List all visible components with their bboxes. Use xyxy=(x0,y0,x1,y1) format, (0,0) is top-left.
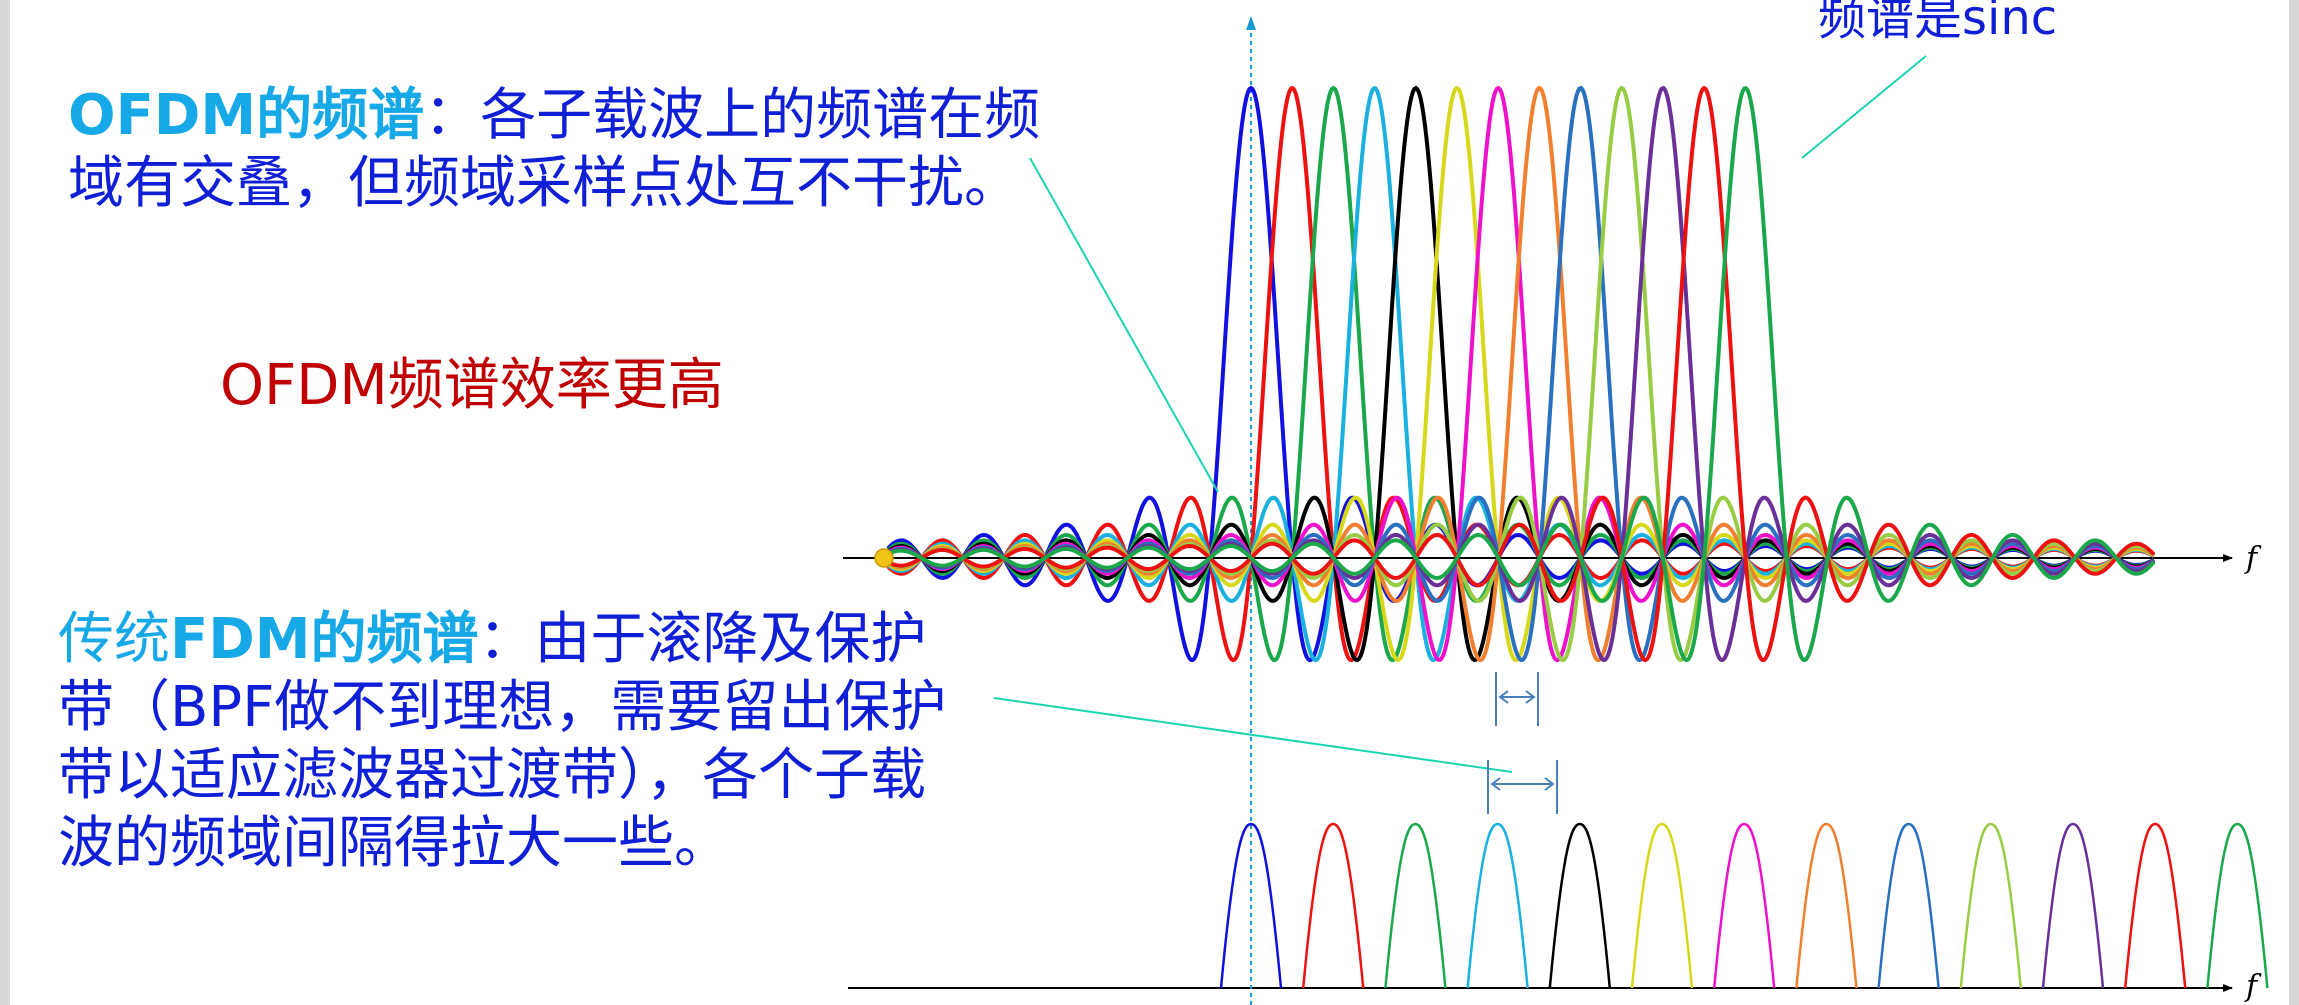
fdm-description: 传统FDM的频谱：由于滚降及保护 带（BPF做不到理想，需要留出保护 带以适应滤… xyxy=(58,606,946,878)
fdm-subcarrier-13 xyxy=(2206,822,2269,989)
ofdm-subcarrier-spectra xyxy=(886,85,2156,663)
origin-dot xyxy=(874,548,894,568)
ofdm-title: OFDM的频谱 xyxy=(68,83,425,148)
fdm-subcarrier-1 xyxy=(1219,822,1283,989)
fdm-line2-part-c: 做不到理想，需要留出保护 xyxy=(274,675,947,740)
fdm-subcarrier-5 xyxy=(1548,822,1612,989)
ofdm-pointer-line xyxy=(1029,157,1219,493)
sinc-note: 频谱是sinc xyxy=(1818,0,2058,46)
fdm-subcarrier-10 xyxy=(1959,822,2023,989)
fdm-description-line-3: 带以适应滤波器过渡带），各个子载 xyxy=(58,743,926,808)
ofdm-description-line-1: OFDM的频谱：各子载波上的频谱在频 xyxy=(68,82,1040,150)
fdm-prefix: 传统 xyxy=(58,607,170,672)
ofdm-subcarrier-13 xyxy=(887,86,2156,663)
fdm-subcarrier-spectra xyxy=(1219,822,2269,989)
slide-left-edge xyxy=(0,0,10,1005)
fdm-subcarrier-12 xyxy=(2123,822,2187,989)
fdm-line1-text: 由于滚降及保护 xyxy=(534,607,927,672)
fdm-subcarrier-3 xyxy=(1384,822,1447,989)
fdm-subcarrier-8 xyxy=(1795,822,1858,989)
slide-right-edge xyxy=(2289,0,2299,1005)
ofdm-spacing-bracket xyxy=(1495,672,1539,726)
ofdm-line1-text: 各子载波上的频谱在频 xyxy=(480,83,1041,148)
fdm-subcarrier-6 xyxy=(1630,822,1694,989)
efficiency-note: OFDM频谱效率更高 xyxy=(220,353,724,418)
ofdm-description: OFDM的频谱：各子载波上的频谱在频 域有交叠，但频域采样点处互不干扰。 xyxy=(68,82,1040,218)
ofdm-axis-label: f xyxy=(2244,541,2262,576)
ofdm-colon: ： xyxy=(424,83,481,148)
fdm-subcarrier-11 xyxy=(2041,822,2105,989)
sinc-pointer-line xyxy=(1801,55,1927,159)
fdm-subcarrier-2 xyxy=(1301,822,1365,989)
fdm-axis-label: f xyxy=(2244,969,2262,1004)
fdm-subcarrier-9 xyxy=(1877,822,1940,989)
fdm-description-line-1: 传统FDM的频谱：由于滚降及保护 xyxy=(58,606,946,674)
fdm-line2-bpf: BPF xyxy=(170,675,275,740)
fdm-subcarrier-7 xyxy=(1712,822,1776,989)
fdm-spacing-bracket xyxy=(1487,760,1558,814)
fdm-subcarrier-4 xyxy=(1466,822,1529,989)
fdm-colon: ： xyxy=(478,607,535,672)
fdm-title: FDM的频谱 xyxy=(170,607,479,672)
fdm-description-line-4: 波的频域间隔得拉大一些。 xyxy=(58,811,730,876)
fdm-pointer-line xyxy=(993,697,1513,773)
ofdm-subcarrier-12 xyxy=(887,85,2156,663)
fdm-description-line-2: 带（BPF做不到理想，需要留出保护 xyxy=(58,674,946,742)
ofdm-description-line-2: 域有交叠，但频域采样点处互不干扰。 xyxy=(68,151,1020,216)
fdm-line2-part-a: 带（ xyxy=(58,675,170,740)
